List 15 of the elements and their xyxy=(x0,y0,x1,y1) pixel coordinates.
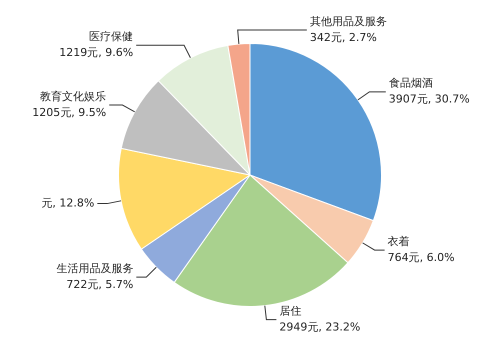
slice-label: 医疗保健 xyxy=(89,30,134,44)
data-label: 3907元, 30.7% xyxy=(388,92,470,106)
slice-label: 衣着 xyxy=(388,234,410,248)
data-label: 342元, 2.7% xyxy=(310,30,377,44)
slice-label: 其他用品及服务 xyxy=(310,14,387,28)
data-label: 2949元, 23.2% xyxy=(279,320,360,334)
data-label: 元, 12.8% xyxy=(41,196,94,210)
slice-label: 食品烟酒 xyxy=(388,76,433,90)
data-label: 1205元, 9.5% xyxy=(32,106,106,119)
data-label: 722元, 5.7% xyxy=(66,278,134,291)
data-label: 764元, 6.0% xyxy=(388,250,455,264)
slice-label: 居住 xyxy=(279,304,302,318)
slice-label: 教育文化娱乐 xyxy=(40,90,106,103)
slice-label: 生活用品及服务 xyxy=(56,262,134,275)
data-label: 1219元, 9.6% xyxy=(59,46,134,60)
